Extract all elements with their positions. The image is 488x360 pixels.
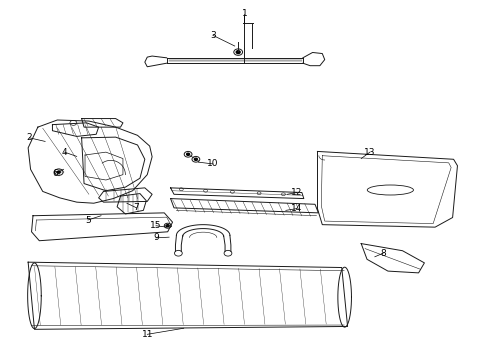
Text: 14: 14 <box>291 204 302 213</box>
Circle shape <box>57 171 60 173</box>
Text: 6: 6 <box>52 169 58 178</box>
Text: 4: 4 <box>61 148 67 157</box>
Text: 10: 10 <box>207 159 218 168</box>
Text: 2: 2 <box>27 133 32 142</box>
Circle shape <box>194 158 197 160</box>
Text: 12: 12 <box>291 188 302 197</box>
Circle shape <box>166 225 169 227</box>
Circle shape <box>236 51 240 54</box>
Text: 1: 1 <box>241 9 247 18</box>
Circle shape <box>186 153 189 156</box>
Text: 8: 8 <box>380 249 385 258</box>
Text: 7: 7 <box>133 203 139 212</box>
Text: 11: 11 <box>141 330 153 339</box>
Text: 9: 9 <box>153 233 159 242</box>
Text: 3: 3 <box>209 31 215 40</box>
Text: 5: 5 <box>85 216 91 225</box>
Text: 13: 13 <box>364 148 375 157</box>
Text: 15: 15 <box>150 221 162 230</box>
